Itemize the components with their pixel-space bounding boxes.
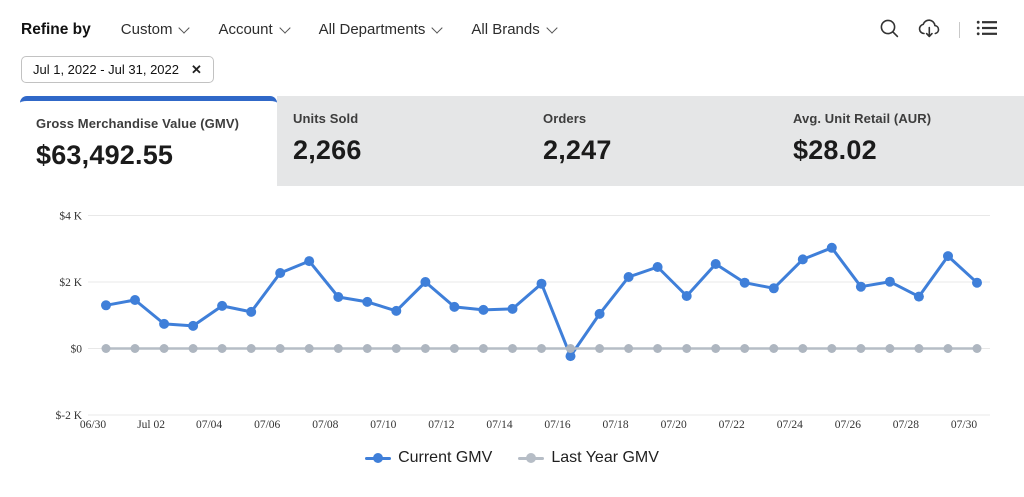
kpi-value: 2,266 [293,135,362,165]
svg-text:07/08: 07/08 [312,419,338,431]
kpi-card-units-sold[interactable]: Units Sold 2,266 [277,96,527,186]
dropdown-account-label: Account [218,21,273,38]
search-button[interactable] [879,18,900,42]
dropdown-all-departments-label: All Departments [318,21,426,38]
toolbar: Refine by Custom Account All Departments… [0,0,1024,43]
svg-text:07/22: 07/22 [719,419,745,431]
kpi-value: 2,247 [543,135,612,165]
close-icon[interactable]: ✕ [191,62,202,77]
active-filters: Jul 1, 2022 - Jul 31, 2022 ✕ [0,43,1024,83]
chevron-down-icon [178,21,191,34]
svg-text:07/24: 07/24 [777,419,803,431]
dropdown-custom-label: Custom [120,21,173,38]
list-menu-icon [976,19,998,40]
kpi-value: $28.02 [793,135,877,165]
chevron-down-icon [546,21,558,34]
svg-text:07/06: 07/06 [254,419,280,431]
dropdown-all-departments[interactable]: All Departments [318,21,444,38]
divider [959,21,960,38]
svg-text:07/16: 07/16 [544,419,570,431]
refine-controls: Refine by Custom Account All Departments… [21,20,558,39]
svg-text:07/26: 07/26 [835,419,861,431]
toolbar-actions [879,16,998,43]
gmv-trend-chart[interactable]: $4 K $2 K $0 $-2 K 06/30 Jul 02 07/04 07/06 07/0… [0,195,1024,443]
svg-text:$2 K: $2 K [59,276,82,289]
download-button[interactable] [916,16,943,43]
kpi-label: Orders [543,111,587,126]
kpi-card-aur[interactable]: Avg. Unit Retail (AUR) $28.02 [777,96,1024,186]
kpi-label: Gross Merchandise Value (GMV) [36,116,240,131]
svg-text:07/18: 07/18 [602,419,628,431]
svg-text:07/10: 07/10 [370,419,396,431]
kpi-card-gmv[interactable]: Gross Merchandise Value (GMV) $63,492.55 [20,96,277,186]
kpi-card-orders[interactable]: Orders 2,247 [527,96,777,186]
svg-text:07/04: 07/04 [196,419,222,431]
svg-text:07/28: 07/28 [893,419,919,431]
legend-label: Current GMV [398,449,493,466]
chevron-down-icon [278,21,291,34]
dropdown-all-brands[interactable]: All Brands [471,21,558,38]
svg-text:07/14: 07/14 [486,419,512,431]
kpi-tabs: Gross Merchandise Value (GMV) $63,492.55… [20,96,1024,186]
kpi-label: Avg. Unit Retail (AUR) [793,111,932,126]
cloud-download-icon [916,16,943,43]
legend-item-last-year-gmv[interactable]: Last Year GMV [518,449,659,467]
chart-legend: Current GMV Last Year GMV [0,449,1024,467]
svg-text:07/30: 07/30 [951,419,977,431]
legend-marker-last-year-gmv [518,453,545,463]
refine-by-label: Refine by [21,20,91,38]
date-range-chip: Jul 1, 2022 - Jul 31, 2022 ✕ [21,56,214,83]
search-icon [879,18,900,42]
legend-item-current-gmv[interactable]: Current GMV [365,449,492,467]
legend-label: Last Year GMV [551,449,659,466]
chevron-down-icon [431,21,444,34]
svg-text:07/12: 07/12 [428,419,454,431]
kpi-label: Units Sold [293,111,359,126]
dropdown-custom[interactable]: Custom [120,21,191,38]
dropdown-all-brands-label: All Brands [471,21,540,38]
line-chart-canvas[interactable]: $4 K $2 K $0 $-2 K06/30 Jul 02 07/04 07/06 07/0… [0,195,1024,443]
svg-text:$4 K: $4 K [59,209,82,222]
kpi-value: $63,492.55 [36,140,174,170]
svg-text:07/20: 07/20 [661,419,687,431]
svg-text:Jul 02: Jul 02 [137,419,165,431]
svg-text:$-2 K: $-2 K [55,409,82,422]
date-range-chip-label: Jul 1, 2022 - Jul 31, 2022 [33,62,179,77]
legend-marker-current-gmv [365,453,392,463]
chart-menu-button[interactable] [976,19,998,40]
svg-text:06/30: 06/30 [80,419,106,431]
dropdown-account[interactable]: Account [218,21,291,38]
svg-text:$0: $0 [71,342,83,355]
